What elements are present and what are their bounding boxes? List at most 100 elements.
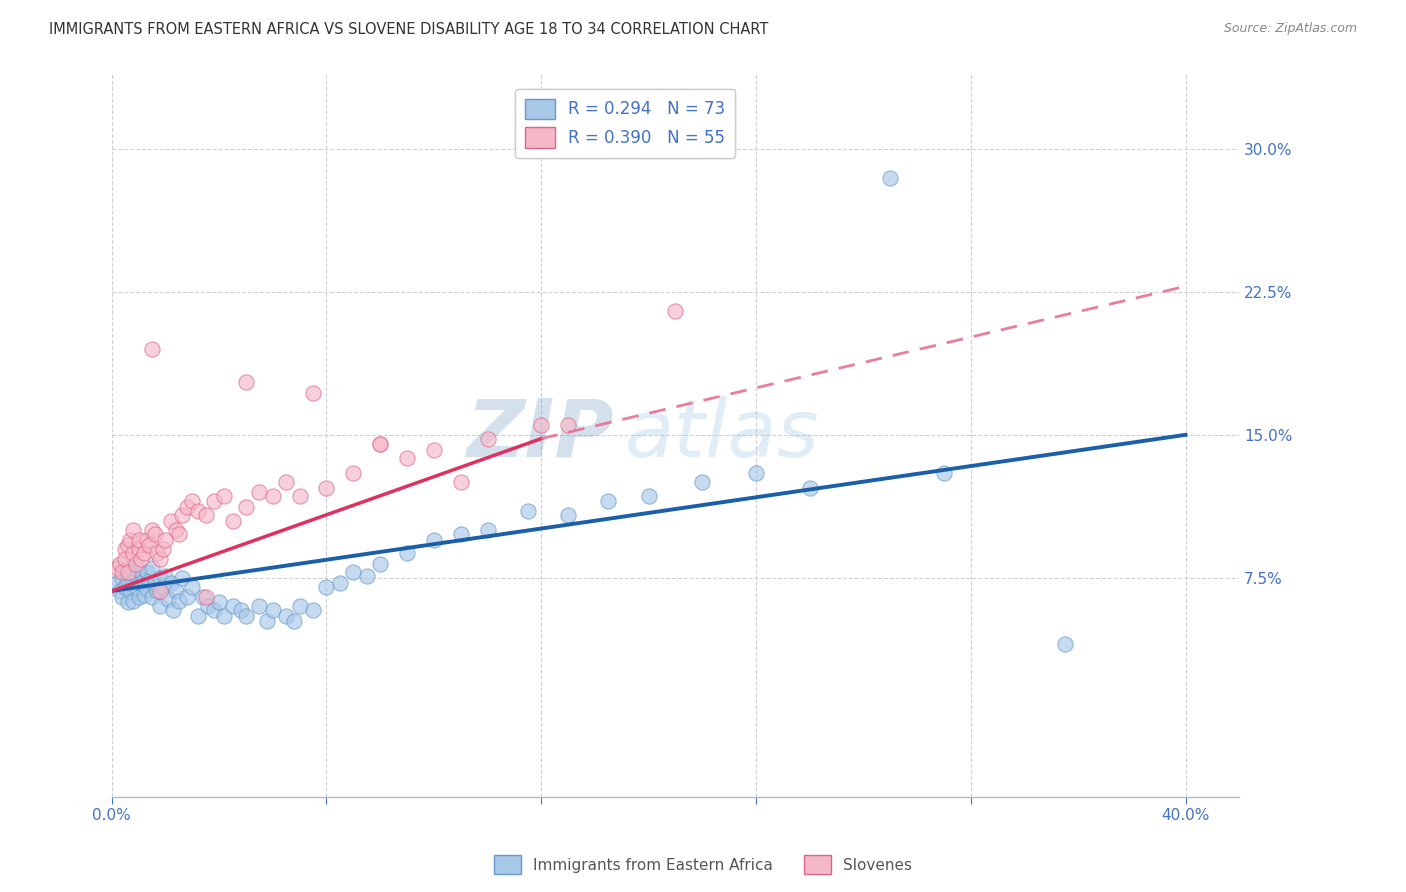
Point xyxy=(276,608,298,623)
Point xyxy=(229,603,252,617)
Point xyxy=(128,542,150,557)
Point xyxy=(745,466,768,480)
Text: Source: ZipAtlas.com: Source: ZipAtlas.com xyxy=(1223,22,1357,36)
Point xyxy=(932,466,955,480)
Point xyxy=(235,375,257,389)
Point xyxy=(194,590,217,604)
Text: ZIP: ZIP xyxy=(465,396,613,474)
Point xyxy=(247,485,270,500)
Point xyxy=(152,542,174,557)
Point xyxy=(450,526,472,541)
Point xyxy=(423,533,446,547)
Legend: Immigrants from Eastern Africa, Slovenes: Immigrants from Eastern Africa, Slovenes xyxy=(488,849,918,880)
Point xyxy=(111,590,134,604)
Point xyxy=(256,615,278,629)
Point xyxy=(162,603,184,617)
Point xyxy=(114,565,136,579)
Point xyxy=(117,565,139,579)
Point xyxy=(477,432,499,446)
Point xyxy=(141,342,163,356)
Point xyxy=(146,546,169,560)
Point xyxy=(128,590,150,604)
Point xyxy=(122,546,145,560)
Point xyxy=(208,595,231,609)
Point xyxy=(194,508,217,522)
Point xyxy=(141,523,163,537)
Point xyxy=(105,561,128,575)
Point xyxy=(368,558,391,572)
Point xyxy=(288,599,311,614)
Point xyxy=(368,437,391,451)
Point xyxy=(342,565,364,579)
Point xyxy=(181,494,204,508)
Point xyxy=(181,580,204,594)
Point xyxy=(143,576,166,591)
Point xyxy=(170,571,193,585)
Point xyxy=(187,504,209,518)
Point xyxy=(129,551,152,566)
Point xyxy=(221,514,243,528)
Point xyxy=(152,580,174,594)
Point xyxy=(637,489,659,503)
Text: IMMIGRANTS FROM EASTERN AFRICA VS SLOVENE DISABILITY AGE 18 TO 34 CORRELATION CH: IMMIGRANTS FROM EASTERN AFRICA VS SLOVEN… xyxy=(49,22,769,37)
Point xyxy=(692,475,714,490)
Point xyxy=(395,546,418,560)
Point xyxy=(122,573,145,587)
Point xyxy=(302,603,325,617)
Point xyxy=(598,494,620,508)
Point xyxy=(117,538,139,552)
Point xyxy=(149,584,172,599)
Point xyxy=(138,574,160,589)
Point xyxy=(159,576,181,591)
Point xyxy=(125,568,148,582)
Point xyxy=(235,608,257,623)
Point xyxy=(120,533,142,547)
Point xyxy=(664,304,686,318)
Point xyxy=(141,590,163,604)
Point xyxy=(114,542,136,557)
Point xyxy=(155,568,177,582)
Point xyxy=(122,593,145,607)
Point xyxy=(557,508,579,522)
Point xyxy=(167,526,190,541)
Point xyxy=(302,386,325,401)
Point xyxy=(108,584,131,599)
Point xyxy=(197,599,219,614)
Point xyxy=(530,418,553,433)
Point xyxy=(1053,637,1076,651)
Point xyxy=(356,568,378,582)
Point xyxy=(276,475,298,490)
Point xyxy=(167,593,190,607)
Point xyxy=(111,571,134,585)
Point xyxy=(214,489,236,503)
Point xyxy=(135,565,157,579)
Point xyxy=(105,576,128,591)
Point xyxy=(117,595,139,609)
Point xyxy=(141,561,163,575)
Point xyxy=(176,590,198,604)
Point xyxy=(129,576,152,591)
Point xyxy=(368,437,391,451)
Point xyxy=(165,523,187,537)
Point xyxy=(202,603,225,617)
Point xyxy=(247,599,270,614)
Point xyxy=(202,494,225,508)
Point xyxy=(132,573,155,587)
Point xyxy=(135,533,157,547)
Point xyxy=(191,590,214,604)
Point xyxy=(262,603,284,617)
Point xyxy=(132,588,155,602)
Point xyxy=(423,443,446,458)
Point xyxy=(122,523,145,537)
Point xyxy=(128,533,150,547)
Point xyxy=(214,608,236,623)
Point xyxy=(114,551,136,566)
Point xyxy=(135,582,157,596)
Point xyxy=(128,563,150,577)
Point xyxy=(516,504,538,518)
Point xyxy=(149,599,172,614)
Point xyxy=(117,574,139,589)
Point xyxy=(138,538,160,552)
Point xyxy=(176,500,198,515)
Point xyxy=(221,599,243,614)
